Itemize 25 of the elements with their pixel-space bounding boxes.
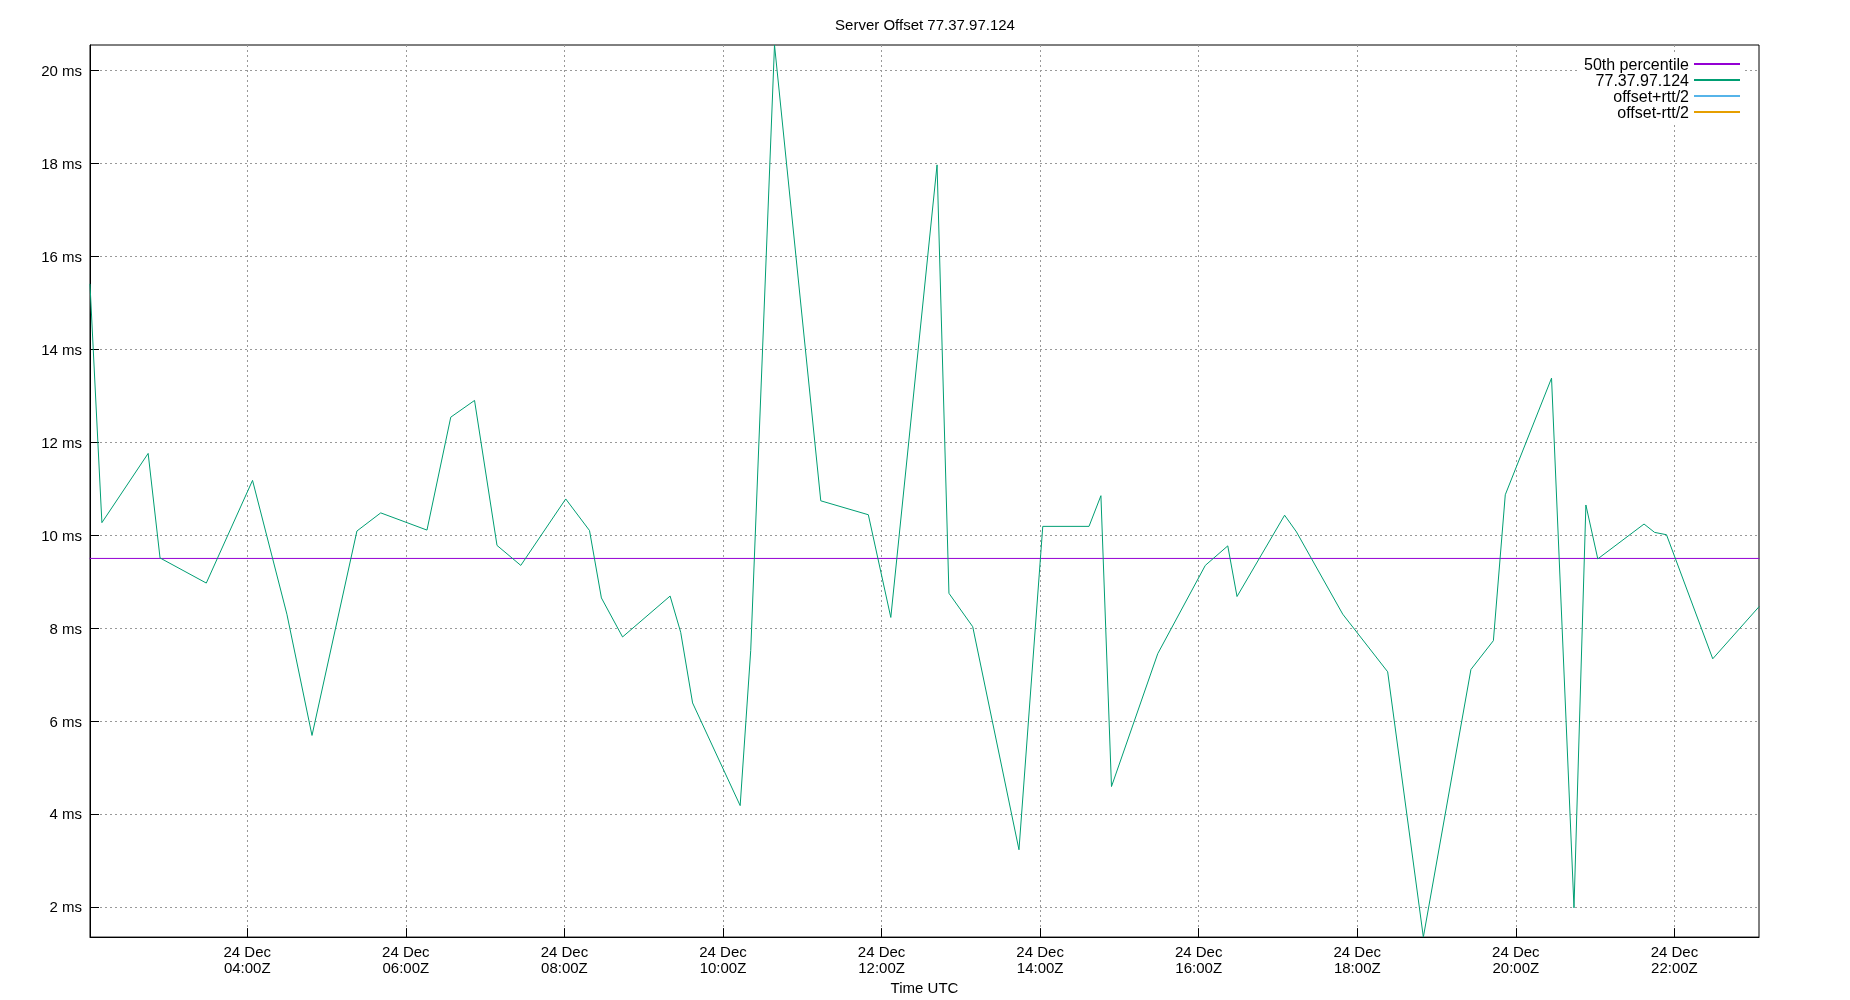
y-tick-label: 6 ms — [49, 712, 82, 730]
y-tick-label: 10 ms — [41, 526, 82, 544]
x-tick-label: 24 Dec 08:00Z — [540, 942, 589, 976]
x-tick-label: 24 Dec 04:00Z — [223, 942, 272, 976]
y-tick-label: 16 ms — [41, 247, 82, 265]
y-tick-label: 2 ms — [49, 898, 82, 916]
x-tick-label: 24 Dec 12:00Z — [857, 942, 906, 976]
y-tick-label: 14 ms — [41, 340, 82, 358]
x-tick-label: 24 Dec 16:00Z — [1174, 942, 1223, 976]
x-tick-label: 24 Dec 14:00Z — [1016, 942, 1065, 976]
y-tick-label: 4 ms — [49, 805, 82, 823]
y-tick-label: 20 ms — [41, 62, 82, 80]
x-axis-title: Time UTC — [890, 979, 959, 996]
y-tick-label: 18 ms — [41, 154, 82, 172]
x-tick-label: 24 Dec 18:00Z — [1333, 942, 1382, 976]
x-tick-label: 24 Dec 10:00Z — [699, 942, 748, 976]
y-tick-label: 12 ms — [41, 433, 82, 451]
x-tick-label: 24 Dec 22:00Z — [1650, 942, 1699, 976]
y-tick-label: 8 ms — [49, 619, 82, 637]
legend-label: 50th percentile — [1584, 55, 1690, 73]
legend-label: offset-rtt/2 — [1617, 103, 1690, 121]
chart-title: Server Offset 77.37.97.124 — [835, 16, 1015, 33]
x-tick-label: 24 Dec 20:00Z — [1492, 942, 1541, 976]
legend-label: offset+rtt/2 — [1613, 87, 1690, 105]
x-tick-label: 24 Dec 06:00Z — [382, 942, 431, 976]
